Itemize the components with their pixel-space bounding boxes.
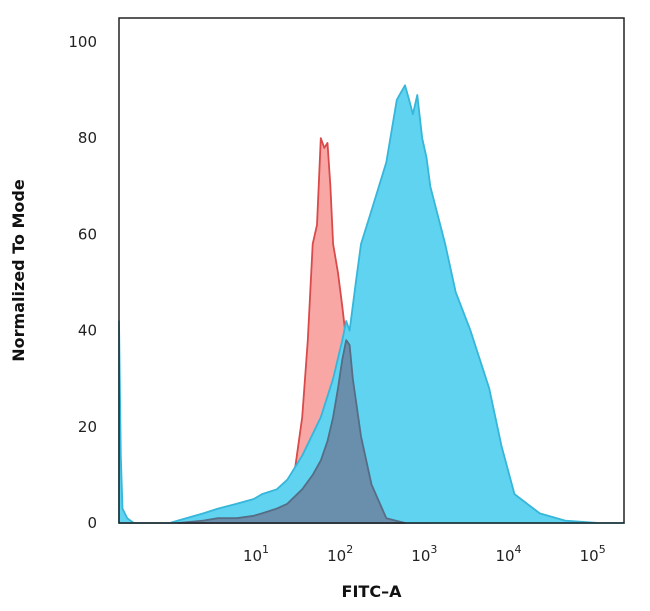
- y-tick-label: 60: [78, 225, 97, 243]
- histogram-series-3: [176, 339, 406, 524]
- x-tick-label: 105: [580, 543, 606, 565]
- x-tick-label: 102: [327, 543, 353, 565]
- x-tick-label: 103: [411, 543, 437, 565]
- y-tick-label: 0: [87, 514, 97, 532]
- y-tick-label: 100: [68, 33, 97, 51]
- y-tick-label: 80: [78, 129, 97, 147]
- y-axis-title: Normalized To Mode: [9, 179, 28, 362]
- y-axis-ticks: 0 20 40 60 80 100: [68, 33, 97, 532]
- plot-area: [118, 84, 625, 524]
- x-axis-ticks: 101 102 103 104 105: [243, 543, 606, 565]
- y-tick-label: 20: [78, 418, 97, 436]
- histogram-series-2: [118, 84, 625, 524]
- y-tick-label: 40: [78, 322, 97, 340]
- x-tick-label: 104: [495, 543, 521, 565]
- x-axis-title: FITC–A: [342, 582, 403, 601]
- plot-frame: [118, 17, 625, 524]
- x-tick-label: 101: [243, 543, 269, 565]
